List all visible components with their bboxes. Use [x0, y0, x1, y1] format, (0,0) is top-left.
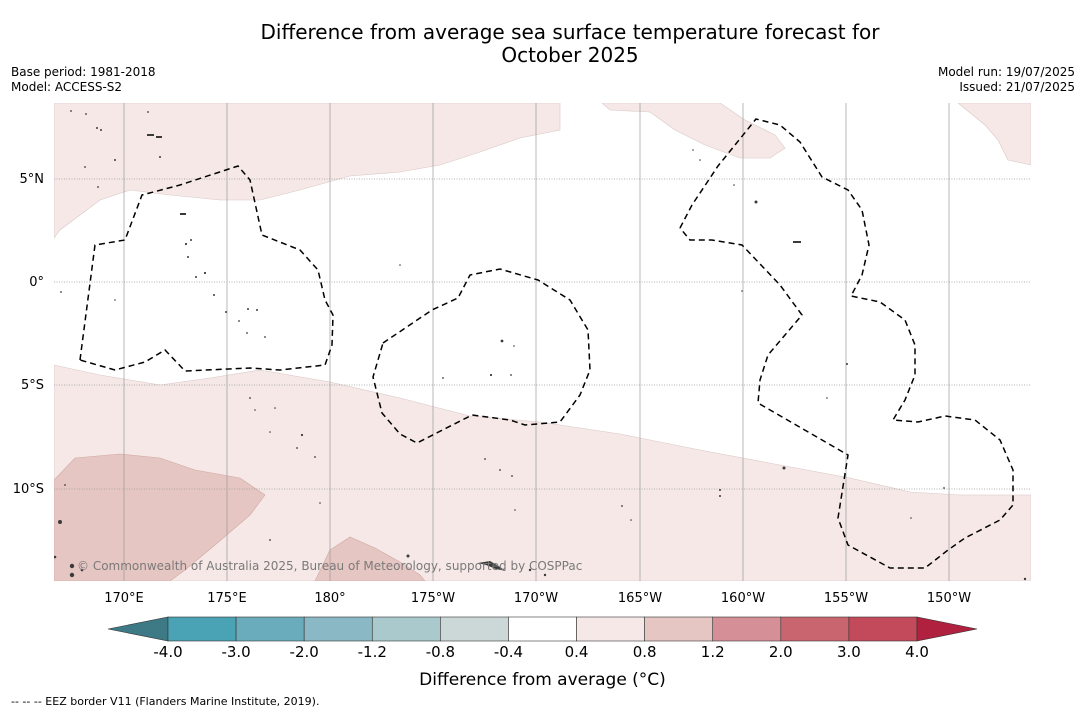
- colorbar-tick-label: 4.0: [905, 643, 929, 661]
- anomaly-region-north-west: [54, 103, 561, 239]
- colorbar-tick-label: -1.2: [357, 643, 387, 661]
- anomaly-region-south-strong: [314, 536, 426, 581]
- eez-border-phoenix: [372, 268, 591, 444]
- colorbar-tick-label: 2.0: [768, 643, 793, 661]
- colorbar-segment: [440, 616, 509, 642]
- eez-borders: [79, 118, 1014, 569]
- model-run-date: Model run: 19/07/2025: [937, 65, 1075, 79]
- colorbar-tick-label: 3.0: [836, 643, 861, 661]
- colorbar-segment: [848, 616, 918, 642]
- lat-label-0: 0°: [29, 275, 44, 290]
- colorbar-segment: [644, 616, 714, 642]
- colorbar-segments: [167, 616, 918, 642]
- colorbar-tick-label: 0.4: [564, 643, 589, 661]
- colorbar-tick-label: -0.4: [493, 643, 524, 661]
- colorbar-tick-label: 0.8: [632, 643, 657, 661]
- run-info: Model run: 19/07/2025 Issued: 21/07/2025: [938, 65, 1075, 95]
- title-line-1: Difference from average sea surface temp…: [260, 20, 880, 44]
- colorbar-segment: [576, 616, 645, 642]
- colorbar-segment: [235, 616, 305, 642]
- lon-label-155w: 155°W: [824, 591, 868, 606]
- colorbar-tick-label: -0.8: [425, 643, 455, 661]
- map-area[interactable]: © Commonwealth of Australia 2025, Bureau…: [54, 103, 1031, 581]
- colorbar-segment: [371, 616, 441, 642]
- base-period: Base period: 1981-2018: [11, 65, 156, 79]
- latitude-labels: 5°N 0° 5°S 10°S: [13, 172, 44, 497]
- anomaly-region-south-band: [54, 364, 1031, 581]
- colorbar-tick-label: 1.2: [700, 643, 725, 661]
- lon-label-170e: 170°E: [104, 591, 144, 606]
- colorbar-segment: [167, 616, 237, 642]
- lat-label-10s: 10°S: [13, 482, 44, 497]
- longitude-labels: 170°E 175°E 180° 175°W 170°W 165°W 160°W…: [104, 591, 971, 606]
- colorbar: [107, 616, 978, 642]
- title-line-2: October 2025: [501, 43, 639, 67]
- lat-label-5n: 5°N: [20, 172, 45, 187]
- lon-label-160w: 160°W: [721, 591, 765, 606]
- lon-label-165w: 165°W: [618, 591, 662, 606]
- longitude-gridlines: [123, 103, 950, 581]
- lon-label-170w: 170°W: [514, 591, 558, 606]
- issued-date: Issued: 21/07/2025: [959, 80, 1075, 94]
- eez-footnote: -- -- -- EEZ border V11 (Flanders Marine…: [11, 695, 320, 708]
- colorbar-segment: [712, 616, 782, 642]
- lon-label-180: 180°: [314, 591, 345, 606]
- credit-text: © Commonwealth of Australia 2025, Bureau…: [77, 559, 582, 573]
- lat-label-5s: 5°S: [21, 378, 44, 393]
- anomaly-region-southwest-strong: [54, 453, 266, 581]
- colorbar-segment: [303, 616, 373, 642]
- islands: [54, 110, 1027, 581]
- lon-label-175w: 175°W: [411, 591, 455, 606]
- colorbar-segment: [508, 616, 577, 642]
- lon-label-150w: 150°W: [927, 591, 971, 606]
- chart-title: Difference from average sea surface temp…: [0, 21, 1085, 67]
- colorbar-tick-label: -2.0: [289, 643, 319, 661]
- model-name: Model: ACCESS-S2: [11, 80, 123, 94]
- colorbar-title: Difference from average (°C): [419, 670, 666, 690]
- eez-border-line-islands: [679, 118, 1014, 569]
- base-info: Base period: 1981-2018 Model: ACCESS-S2: [11, 65, 156, 95]
- anomaly-region-north-east: [957, 103, 1031, 166]
- colorbar-segment: [780, 616, 850, 642]
- anomaly-region-north-centre: [601, 103, 786, 159]
- colorbar-extend-high: [916, 616, 978, 642]
- lon-label-175e: 175°E: [207, 591, 247, 606]
- colorbar-tick-label: -3.0: [221, 643, 251, 661]
- colorbar-tick-label: -4.0: [153, 643, 183, 661]
- colorbar-extend-low: [107, 616, 169, 642]
- latitude-gridlines: [54, 178, 1031, 490]
